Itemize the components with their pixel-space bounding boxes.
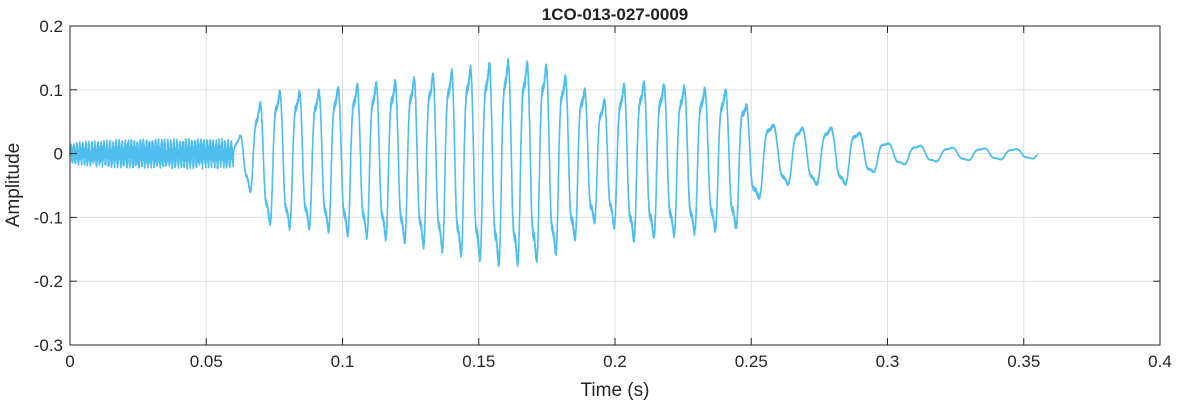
y-tick-label: -0.1 bbox=[34, 208, 63, 227]
y-tick-label: -0.2 bbox=[34, 272, 63, 291]
x-tick-label: 0.05 bbox=[190, 352, 223, 371]
y-axis-label: Amplitude bbox=[3, 143, 24, 228]
x-tick-label: 0.35 bbox=[1007, 352, 1040, 371]
tick-marks bbox=[69, 25, 1161, 346]
y-tick-label: 0.2 bbox=[39, 17, 63, 36]
y-tick-label: 0 bbox=[54, 145, 63, 164]
y-tick-label: -0.3 bbox=[34, 336, 63, 355]
x-tick-label: 0.4 bbox=[1148, 352, 1172, 371]
y-tick-label: 0.1 bbox=[39, 81, 63, 100]
x-tick-label: 0 bbox=[65, 352, 74, 371]
chart-title: 1CO-013-027-0009 bbox=[542, 5, 688, 24]
x-tick-label: 0.15 bbox=[462, 352, 495, 371]
series-layer bbox=[69, 58, 1039, 268]
x-tick-label: 0.2 bbox=[603, 352, 627, 371]
waveform-line bbox=[69, 58, 1039, 268]
x-tick-label: 0.1 bbox=[331, 352, 355, 371]
x-tick-label: 0.3 bbox=[876, 352, 900, 371]
x-axis-label: Time (s) bbox=[581, 380, 650, 401]
x-tick-label: 0.25 bbox=[735, 352, 768, 371]
